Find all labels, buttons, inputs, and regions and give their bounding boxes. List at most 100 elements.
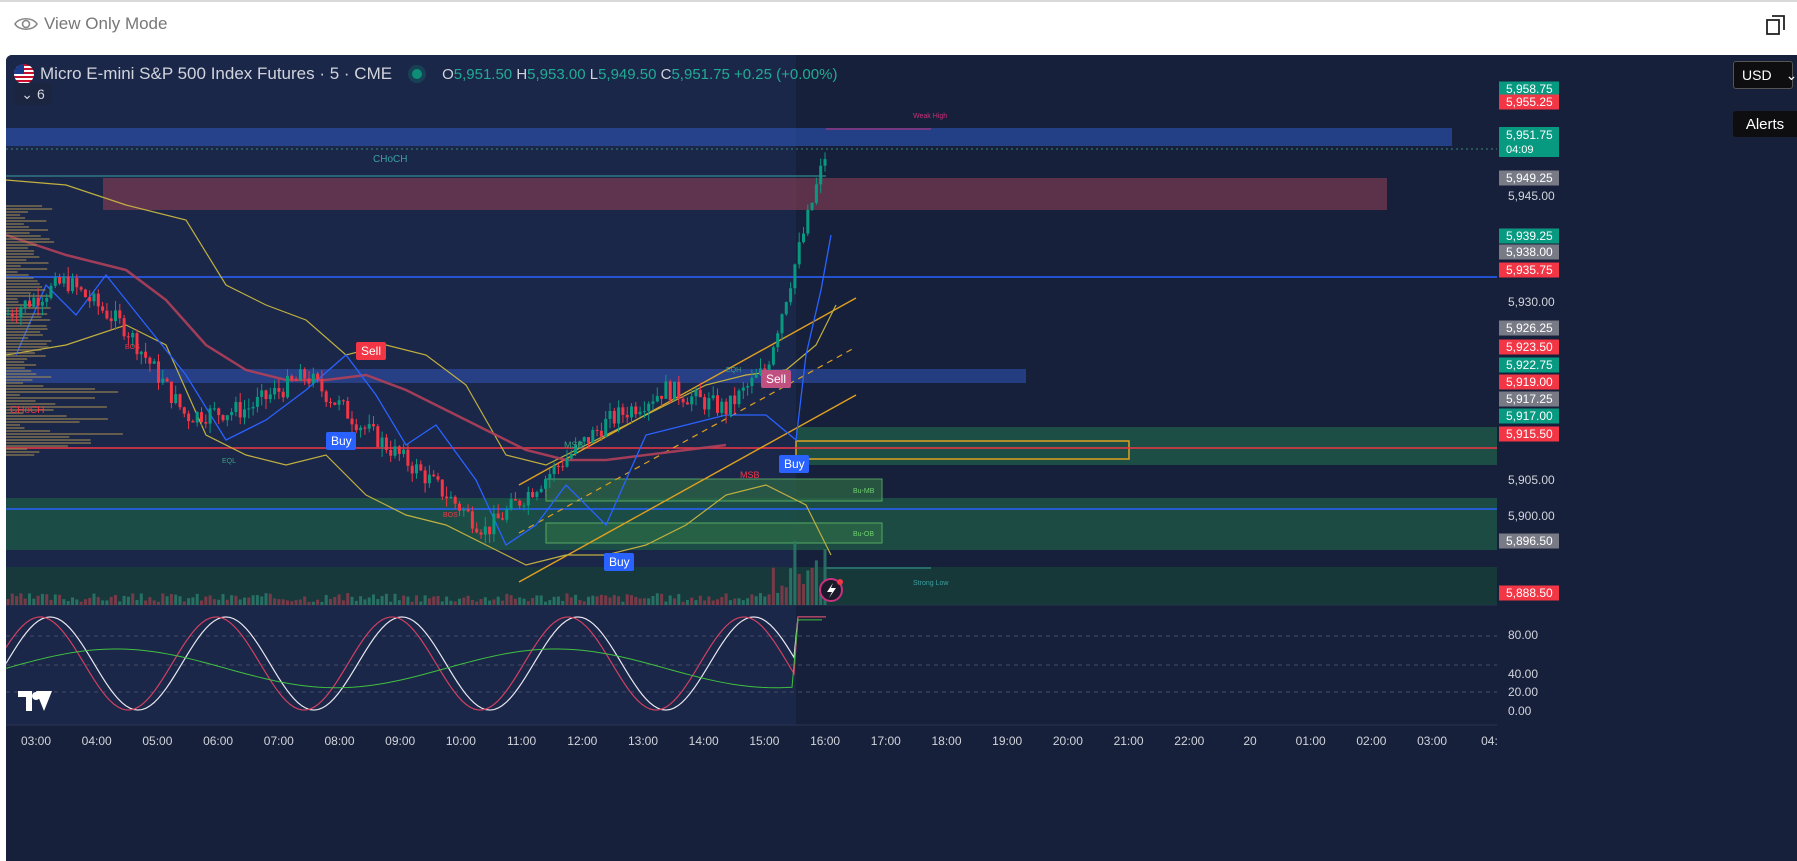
volume-bar	[36, 595, 40, 605]
svg-text:Sell: Sell	[766, 372, 786, 386]
volume-bar	[802, 584, 805, 605]
chart-area[interactable]: CHoCH CHoCH Weak High Strong Low Bu-MB B…	[6, 55, 1797, 861]
candle-body	[728, 395, 732, 415]
volume-bar	[814, 560, 818, 605]
supply-zone-red	[103, 178, 1387, 210]
candle-body	[260, 390, 264, 397]
time-axis: 03:00 04:00 05:00 06:00 07:00 08:00 09:00 10:00…	[21, 734, 1505, 748]
candle-body	[316, 373, 320, 380]
price-chart[interactable]: CHoCH CHoCH Weak High Strong Low Bu-MB B…	[6, 55, 1797, 861]
candle-body	[608, 410, 612, 419]
candle-body	[427, 474, 431, 484]
time-tick-label: 06:00	[203, 734, 233, 748]
volume-profile-bar	[6, 211, 28, 213]
time-tick-label: 20	[1243, 734, 1257, 748]
volume-profile-bar	[6, 298, 18, 300]
volume-bar	[612, 595, 616, 605]
candle-body	[148, 357, 152, 364]
volume-profile-bar	[6, 268, 48, 270]
volume-bar	[341, 600, 345, 605]
volume-bar	[544, 601, 547, 605]
candle-body	[423, 470, 427, 484]
copy-icon[interactable]	[1765, 14, 1787, 36]
candle-body	[303, 369, 307, 379]
candle-body	[79, 287, 83, 290]
signal-sell-2[interactable]: Sell	[761, 370, 791, 388]
time-tick-label: 03:00	[21, 734, 51, 748]
signal-sell-1[interactable]: Sell	[356, 342, 386, 360]
volume-bar	[88, 597, 92, 605]
volume-bar	[703, 600, 707, 605]
candle-body	[195, 412, 199, 423]
volume-bar	[118, 601, 122, 605]
candle-body	[165, 378, 169, 382]
candle-body	[496, 513, 500, 519]
volume-bar	[268, 593, 272, 605]
signal-buy-1[interactable]: Buy	[326, 432, 356, 450]
volume-profile-bar	[6, 214, 21, 216]
candle-body	[389, 450, 393, 456]
bu-mb-label: Bu-MB	[853, 488, 875, 495]
candle-body	[6, 313, 10, 315]
candle-body	[212, 408, 216, 410]
volume-bar	[333, 596, 337, 605]
volume-bar	[79, 601, 83, 605]
oscillator-line	[6, 616, 826, 711]
volume-bar	[462, 597, 466, 605]
candle-body	[62, 276, 66, 284]
price-badge	[1499, 533, 1559, 549]
alerts-button[interactable]: Alerts	[1733, 111, 1797, 137]
candle-body	[789, 288, 793, 303]
candle-body	[587, 437, 590, 443]
candle-body	[23, 300, 27, 309]
volume-profile-bar	[6, 397, 95, 399]
time-tick-label: 01:00	[1296, 734, 1326, 748]
price-tick-label: 20.00	[1508, 685, 1538, 699]
volume-bar	[741, 600, 745, 605]
volume-bar	[28, 593, 31, 605]
time-tick-label: 12:00	[567, 734, 597, 748]
volume-bar	[144, 600, 148, 605]
signal-buy-2[interactable]: Buy	[604, 553, 634, 571]
volume-bar	[311, 601, 315, 605]
volume-profile-bar	[6, 250, 35, 252]
volume-bar	[195, 593, 199, 605]
candle-body	[479, 532, 483, 535]
candle-body	[501, 518, 504, 520]
candle-body	[763, 368, 767, 371]
volume-bar	[819, 593, 823, 605]
volume-profile-bar	[6, 367, 25, 369]
price-badge	[1499, 94, 1559, 110]
currency-select[interactable]: USD ⌄	[1733, 61, 1797, 89]
candle-body	[445, 496, 449, 499]
candle-body	[612, 410, 616, 424]
volume-bar	[526, 601, 530, 605]
price-badge	[1499, 391, 1559, 407]
volume-profile-bar	[6, 436, 70, 438]
lightning-icon[interactable]	[819, 578, 843, 602]
volume-profile	[6, 205, 123, 456]
volume-bar	[595, 596, 599, 605]
indicators-collapse-button[interactable]: ⌄ 6	[14, 83, 52, 105]
price-badge-label: 5,922.75	[1506, 358, 1553, 372]
volume-profile-bar	[6, 253, 34, 255]
volume-bar	[587, 596, 590, 605]
candle-body	[255, 396, 259, 407]
volume-bar	[384, 593, 388, 605]
channel-mid	[518, 346, 857, 534]
volume-bar	[763, 596, 767, 605]
volume-bar	[251, 595, 255, 605]
candle-body	[10, 313, 14, 317]
candle-body	[75, 278, 79, 288]
volume-bar	[427, 598, 431, 605]
candle-body	[668, 381, 672, 401]
candle-body	[449, 496, 453, 499]
candle-body	[698, 389, 702, 398]
signal-buy-3[interactable]: Buy	[779, 455, 809, 473]
volume-bar	[83, 599, 87, 605]
symbol-title[interactable]: Micro E-mini S&P 500 Index Futures · 5 ·…	[40, 64, 393, 83]
candle-body	[415, 464, 418, 474]
candle-body	[733, 395, 737, 405]
volume-bar	[673, 598, 676, 605]
bu-ob-label: Bu-OB	[853, 531, 874, 538]
